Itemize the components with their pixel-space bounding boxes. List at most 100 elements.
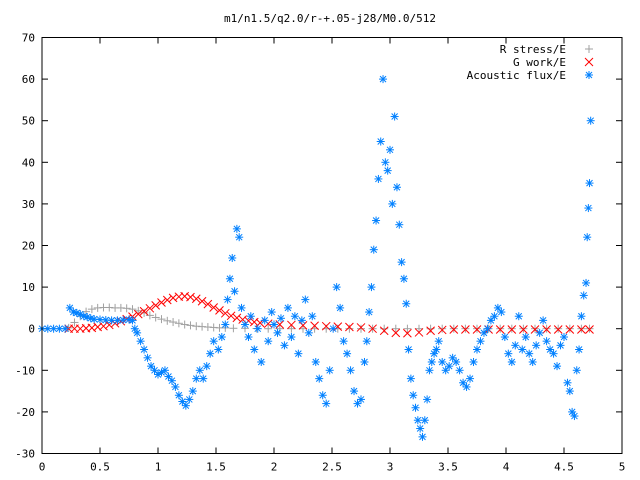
data-point-plus: [70, 318, 79, 327]
data-point-star: [257, 357, 266, 366]
data-point-star: [339, 337, 348, 346]
data-point-star: [413, 416, 422, 425]
data-point-star: [525, 349, 534, 358]
data-point-star: [563, 378, 572, 387]
data-point-star: [322, 399, 331, 408]
data-point-star: [376, 137, 385, 146]
data-point-star: [511, 341, 520, 350]
data-point-star: [223, 295, 232, 304]
data-point-star: [430, 349, 439, 358]
data-point-star: [154, 370, 162, 379]
data-point-star: [276, 314, 285, 323]
data-point-cross: [197, 296, 207, 306]
data-point-star: [528, 357, 537, 366]
data-point-star: [445, 362, 454, 371]
data-point-plus: [403, 324, 412, 333]
data-point-cross: [220, 308, 230, 318]
y-tick-label: 60: [22, 73, 35, 86]
data-point-plus: [169, 318, 178, 327]
data-point-star: [160, 366, 169, 375]
data-point-star: [174, 391, 183, 400]
data-point-star: [362, 337, 371, 346]
data-point-cross: [203, 299, 213, 309]
data-point-cross: [321, 321, 331, 331]
data-point-star: [290, 312, 299, 321]
data-point-star: [466, 374, 475, 383]
data-point-plus: [380, 324, 389, 333]
data-point-star: [260, 316, 269, 325]
y-tick-label: -20: [15, 406, 35, 419]
data-point-star: [264, 337, 273, 346]
data-point-star: [438, 357, 447, 366]
data-point-star: [565, 387, 574, 396]
data-point-star: [225, 274, 234, 283]
data-point-plus: [122, 304, 131, 313]
data-point-cross: [168, 293, 178, 303]
data-point-plus: [391, 324, 400, 333]
data-point-cross: [461, 325, 470, 334]
data-point-star: [577, 312, 586, 321]
data-point-plus: [449, 324, 458, 333]
data-point-star: [518, 345, 527, 354]
data-point-star: [297, 316, 306, 325]
data-point-cross: [139, 306, 149, 316]
y-tick-label: 30: [22, 198, 35, 211]
data-point-star: [369, 245, 378, 254]
x-axis-ticks: 0 0.5 1 1.5 2 2.5 3 3.5 4 4.5 5: [39, 37, 625, 474]
data-point-star: [350, 387, 359, 396]
data-point-star: [128, 316, 137, 325]
data-point-star: [304, 328, 313, 337]
data-point-star: [395, 220, 404, 229]
data-point-plus: [357, 324, 365, 333]
data-point-star: [490, 312, 499, 321]
data-point-star: [507, 357, 516, 366]
data-point-star: [217, 333, 226, 342]
data-point-plus: [554, 324, 563, 333]
x-tick-label: 4: [503, 461, 510, 474]
data-point-star: [462, 382, 471, 391]
data-point-star: [332, 283, 341, 292]
data-point-star: [392, 183, 401, 192]
data-point-cross: [379, 326, 389, 336]
data-point-cross: [157, 298, 166, 307]
x-tick-label: 1.5: [206, 461, 226, 474]
data-point-star: [107, 316, 116, 325]
data-point-star: [86, 314, 95, 323]
y-tick-label: 70: [22, 32, 35, 45]
data-point-star: [273, 328, 282, 337]
data-point-star: [287, 333, 296, 342]
data-point-star: [346, 366, 355, 375]
data-point-star: [267, 308, 276, 317]
data-point-plus: [473, 324, 481, 333]
data-point-star: [572, 366, 581, 375]
data-point-star: [560, 333, 568, 342]
data-point-star: [283, 303, 292, 312]
data-point-star: [553, 362, 562, 371]
data-point-star: [381, 158, 390, 167]
data-point-star: [188, 387, 197, 396]
data-point-plus: [180, 320, 189, 329]
data-point-cross: [232, 313, 242, 323]
legend-marker-cross: [584, 57, 594, 67]
data-point-star: [539, 316, 548, 325]
data-point-star: [383, 166, 392, 175]
data-point-star: [386, 145, 394, 154]
y-tick-label: 40: [22, 156, 35, 169]
data-point-plus: [287, 324, 296, 333]
data-point-star: [397, 258, 406, 267]
data-point-star: [423, 395, 432, 404]
data-point-plus: [264, 324, 273, 333]
y-axis-ticks: -30 -20 -10 0 10 20 30 40 50 60 70: [15, 32, 622, 461]
data-point-star: [253, 324, 262, 333]
data-point-plus: [496, 324, 505, 333]
data-point-cross: [507, 325, 517, 334]
data-point-plus: [87, 305, 96, 314]
data-point-star: [372, 216, 381, 225]
data-point-star: [61, 324, 70, 333]
data-point-star: [185, 395, 194, 404]
data-point-star: [583, 233, 592, 242]
series-layer: [38, 75, 595, 441]
data-point-star: [181, 401, 190, 410]
data-point-star: [585, 179, 594, 188]
